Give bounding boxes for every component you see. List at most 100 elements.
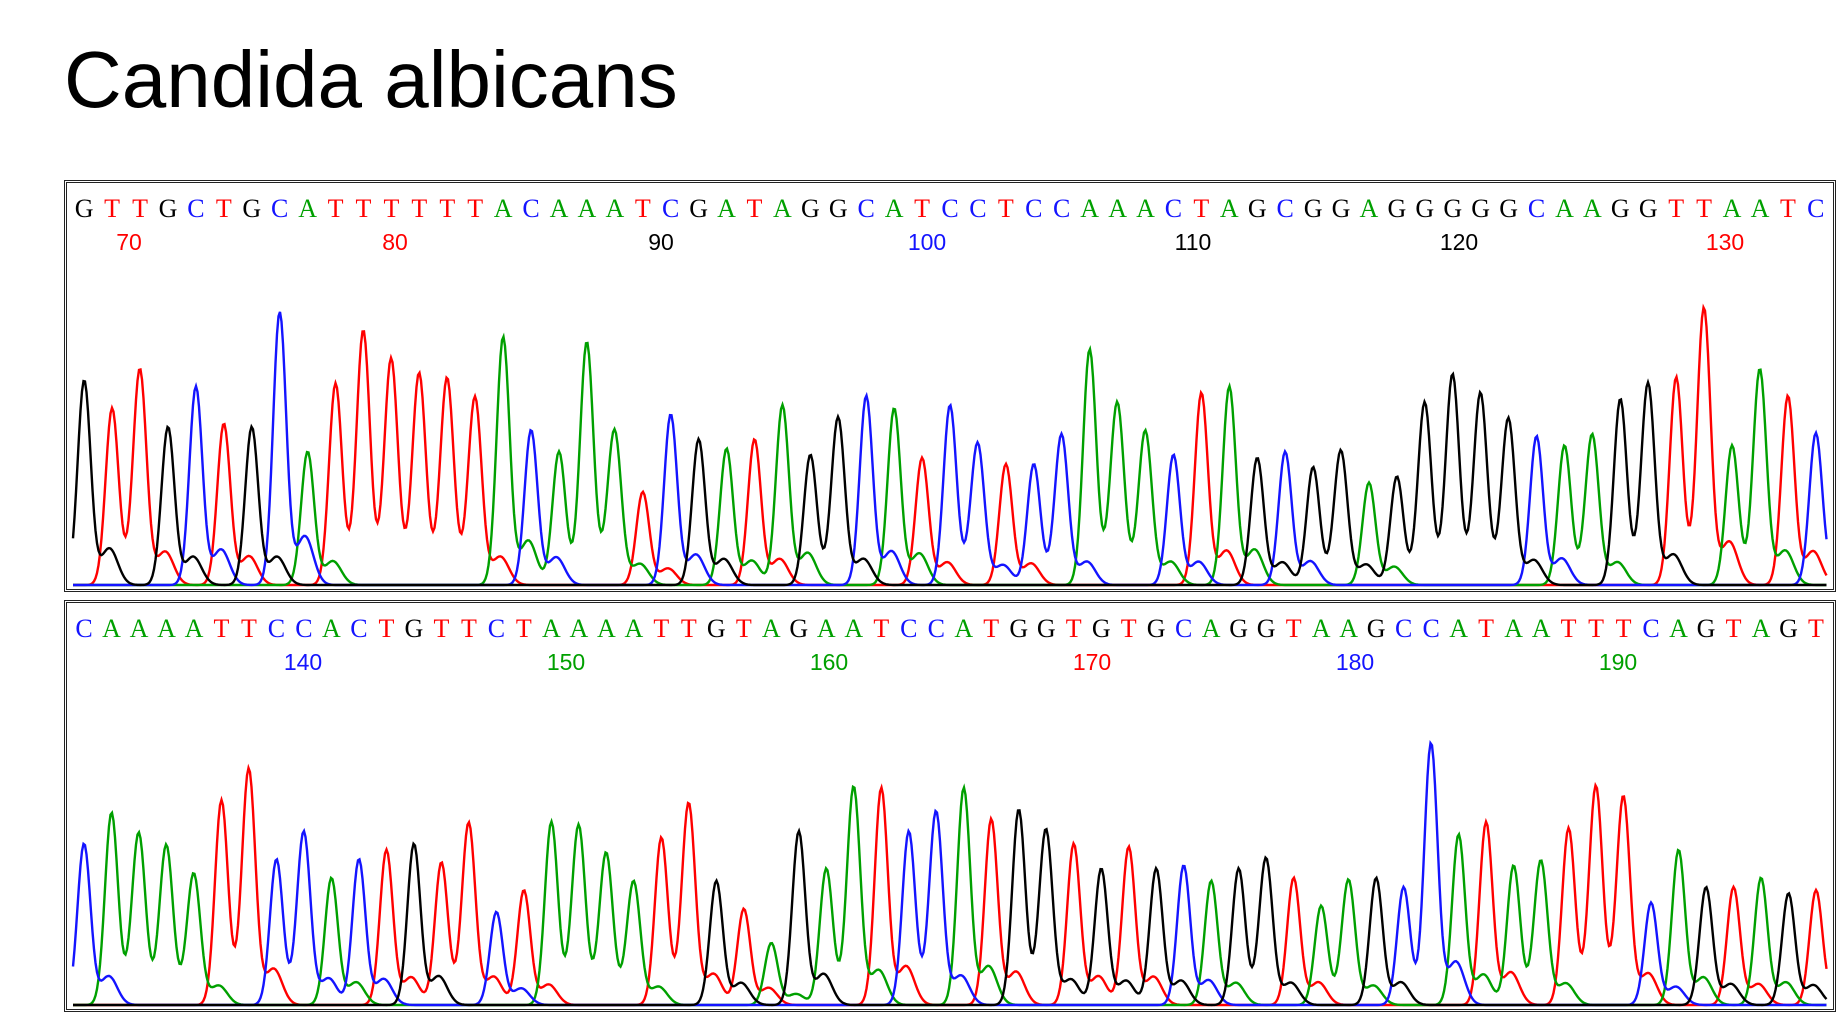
base-call: A [1220, 194, 1239, 223]
base-call: C [662, 194, 679, 223]
base-call: C [969, 194, 986, 223]
position-label: 130 [1706, 229, 1744, 255]
base-call: T [241, 614, 257, 643]
base-call: T [1726, 614, 1742, 643]
base-call: A [1583, 194, 1602, 223]
position-label: 190 [1599, 649, 1637, 675]
base-call: G [707, 614, 726, 643]
base-call: T [461, 614, 477, 643]
base-call: G [1443, 194, 1462, 223]
base-call: C [350, 614, 367, 643]
base-call: C [522, 194, 539, 223]
base-call: T [747, 194, 763, 223]
base-call: T [1616, 614, 1632, 643]
base-call: A [817, 614, 836, 643]
base-call: C [1422, 614, 1439, 643]
base-call: T [653, 614, 669, 643]
base-call: T [104, 194, 120, 223]
base-call: A [717, 194, 736, 223]
position-label: 110 [1175, 229, 1212, 255]
base-call: T [439, 194, 455, 223]
base-call: G [1037, 614, 1056, 643]
base-call: C [1807, 194, 1824, 223]
base-call: G [801, 194, 820, 223]
position-label: 100 [908, 229, 946, 255]
base-call: C [1175, 614, 1192, 643]
position-label: 180 [1336, 649, 1374, 675]
base-call: G [1147, 614, 1166, 643]
base-call: G [75, 194, 94, 223]
base-call: A [1108, 194, 1127, 223]
base-call: G [1387, 194, 1406, 223]
base-call: T [736, 614, 752, 643]
base-call: T [216, 194, 232, 223]
base-call: A [773, 194, 792, 223]
base-call: C [941, 194, 958, 223]
base-call: A [298, 194, 317, 223]
base-call: C [1276, 194, 1293, 223]
base-call: C [488, 614, 505, 643]
base-call: T [378, 614, 394, 643]
base-call: A [1339, 614, 1358, 643]
base-call: A [762, 614, 781, 643]
base-call: T [356, 194, 372, 223]
base-call: T [1588, 614, 1604, 643]
trace-G [73, 809, 1828, 1007]
base-call: G [1415, 194, 1434, 223]
position-label: 120 [1440, 229, 1478, 255]
base-call: C [858, 194, 875, 223]
base-call: G [1304, 194, 1323, 223]
base-call: G [1229, 614, 1248, 643]
position-label: 160 [810, 649, 848, 675]
base-call: T [328, 194, 344, 223]
position-label: 80 [382, 229, 408, 255]
base-call: T [983, 614, 999, 643]
position-label: 140 [284, 649, 322, 675]
base-call: C [900, 614, 917, 643]
base-call: T [998, 194, 1014, 223]
base-call: G [1611, 194, 1630, 223]
base-call: G [1367, 614, 1386, 643]
base-call: T [1561, 614, 1577, 643]
base-call: A [1532, 614, 1551, 643]
base-call: A [185, 614, 204, 643]
base-call: A [1669, 614, 1688, 643]
base-call: G [242, 194, 261, 223]
base-call: T [1193, 194, 1209, 223]
base-call: T [1780, 194, 1796, 223]
base-call: G [1639, 194, 1658, 223]
trace-A [73, 332, 1827, 587]
base-call: A [322, 614, 341, 643]
base-call: C [75, 614, 92, 643]
base-call: T [1286, 614, 1302, 643]
base-call: T [873, 614, 889, 643]
base-call: A [1312, 614, 1331, 643]
base-call: A [578, 194, 597, 223]
base-call: T [433, 614, 449, 643]
base-call: G [1092, 614, 1111, 643]
base-call: A [844, 614, 863, 643]
base-call: A [157, 614, 176, 643]
base-call: A [1751, 194, 1770, 223]
base-call: T [1478, 614, 1494, 643]
base-call: T [1668, 194, 1684, 223]
base-call: G [1332, 194, 1351, 223]
base-call: C [1528, 194, 1545, 223]
base-call: T [681, 614, 697, 643]
position-label: 150 [547, 649, 585, 675]
base-call: G [405, 614, 424, 643]
base-call: C [1025, 194, 1042, 223]
base-call: A [1555, 194, 1574, 223]
base-call: G [789, 614, 808, 643]
base-call: C [1165, 194, 1182, 223]
base-call: A [597, 614, 616, 643]
base-call: G [1697, 614, 1716, 643]
base-call: A [1449, 614, 1468, 643]
base-call: C [1395, 614, 1412, 643]
base-call: A [494, 194, 513, 223]
base-call: G [1248, 194, 1267, 223]
base-call: A [102, 614, 121, 643]
